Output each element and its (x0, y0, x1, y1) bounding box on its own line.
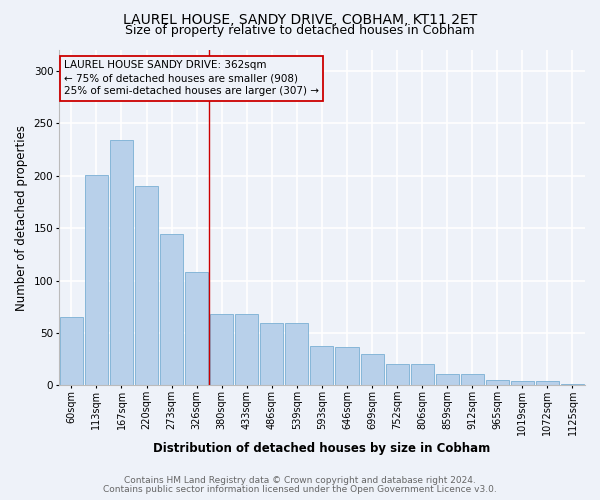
Bar (361, 354, 383, 386)
Bar (335, 346, 359, 386)
Bar (410, 364, 434, 386)
Bar (60, 318, 83, 386)
Bar (160, 234, 183, 386)
Bar (185, 272, 208, 386)
Bar (461, 374, 484, 386)
Bar (260, 322, 283, 386)
X-axis label: Distribution of detached houses by size in Cobham: Distribution of detached houses by size … (154, 442, 491, 455)
Bar (135, 186, 158, 386)
Text: LAUREL HOUSE SANDY DRIVE: 362sqm
← 75% of detached houses are smaller (908)
25% : LAUREL HOUSE SANDY DRIVE: 362sqm ← 75% o… (64, 60, 319, 96)
Bar (536, 381, 559, 386)
Bar (286, 322, 308, 386)
Bar (85, 174, 108, 386)
Bar (310, 346, 334, 386)
Bar (210, 314, 233, 386)
Text: Contains public sector information licensed under the Open Government Licence v3: Contains public sector information licen… (103, 485, 497, 494)
Bar (110, 140, 133, 386)
Bar (436, 374, 459, 386)
Bar (386, 364, 409, 386)
Bar (486, 380, 509, 386)
Bar (511, 381, 534, 386)
Text: Contains HM Land Registry data © Crown copyright and database right 2024.: Contains HM Land Registry data © Crown c… (124, 476, 476, 485)
Text: Size of property relative to detached houses in Cobham: Size of property relative to detached ho… (125, 24, 475, 37)
Bar (235, 314, 258, 386)
Bar (561, 384, 584, 386)
Y-axis label: Number of detached properties: Number of detached properties (15, 124, 28, 310)
Text: LAUREL HOUSE, SANDY DRIVE, COBHAM, KT11 2ET: LAUREL HOUSE, SANDY DRIVE, COBHAM, KT11 … (123, 12, 477, 26)
